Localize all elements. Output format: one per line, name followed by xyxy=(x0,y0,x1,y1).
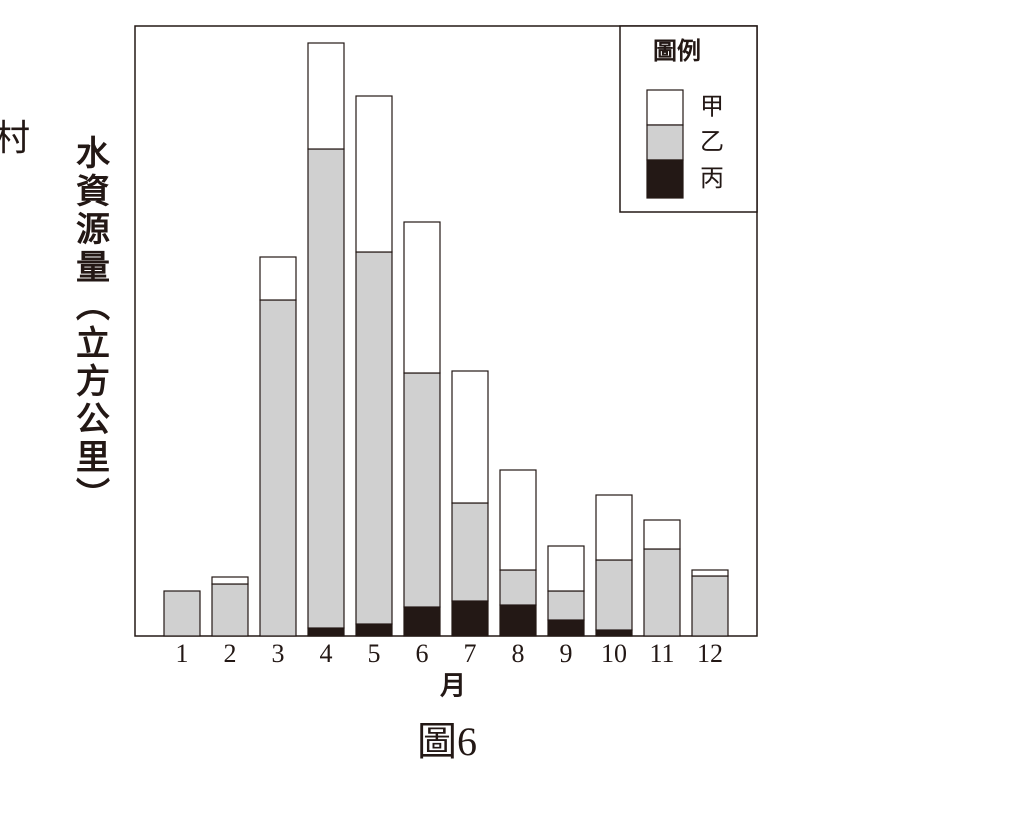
x-tick-label: 11 xyxy=(649,639,674,668)
x-tick-label: 2 xyxy=(224,639,237,668)
x-tick-label: 1 xyxy=(176,639,189,668)
bar-segment xyxy=(595,559,633,631)
bar-segment xyxy=(643,548,681,637)
bar-segment xyxy=(211,583,249,637)
bar-segment xyxy=(259,299,297,637)
bar-segment xyxy=(355,251,393,625)
bar-segment xyxy=(451,502,489,602)
bar-segment xyxy=(499,604,537,637)
bar-segment xyxy=(691,569,729,577)
bar-segment xyxy=(499,469,537,571)
bar-segment xyxy=(499,569,537,606)
bar-segment xyxy=(163,590,201,637)
plot-frame xyxy=(134,25,758,637)
x-tick-label: 5 xyxy=(368,639,381,668)
bar-segment xyxy=(595,629,633,637)
x-tick-label: 12 xyxy=(697,639,723,668)
x-tick-label: 9 xyxy=(560,639,573,668)
bar-segment xyxy=(307,148,345,629)
bar-segment xyxy=(547,590,585,621)
bar-segment xyxy=(307,627,345,637)
legend-label: 甲 xyxy=(700,93,724,121)
legend-swatch xyxy=(646,89,684,126)
bar-segment xyxy=(307,42,345,150)
legend-swatch xyxy=(646,124,684,161)
bar-segment xyxy=(547,619,585,637)
legend-label: 丙 xyxy=(700,164,724,192)
bar-segment xyxy=(259,256,297,301)
bar-segment xyxy=(355,95,393,253)
x-tick-label: 8 xyxy=(512,639,525,668)
y-axis-label: 水資源量（立方公里） xyxy=(70,135,110,515)
x-tick-label: 7 xyxy=(464,639,477,668)
bar-segment xyxy=(355,623,393,637)
bar-segment xyxy=(643,519,681,550)
x-tick-label: 4 xyxy=(320,639,333,668)
x-tick-label: 10 xyxy=(601,639,627,668)
bar-segment xyxy=(451,600,489,637)
bar-segment xyxy=(547,545,585,592)
legend-box xyxy=(619,25,758,213)
bar-segment xyxy=(451,370,489,504)
bar-segment xyxy=(403,606,441,637)
x-tick-label: 6 xyxy=(416,639,429,668)
bar-segment xyxy=(403,221,441,374)
legend-title: 圖例 xyxy=(653,37,701,65)
legend-swatch xyxy=(646,159,684,199)
chart-title: 圖6 xyxy=(417,719,477,764)
x-tick-label: 3 xyxy=(272,639,285,668)
bar-segment xyxy=(595,494,633,561)
bar-segment xyxy=(211,576,249,585)
stray-text: 村 xyxy=(0,118,30,159)
bar-segment xyxy=(691,575,729,637)
x-axis-label: 月 xyxy=(439,672,466,702)
bar-segment xyxy=(403,372,441,608)
legend-label: 乙 xyxy=(700,128,724,156)
